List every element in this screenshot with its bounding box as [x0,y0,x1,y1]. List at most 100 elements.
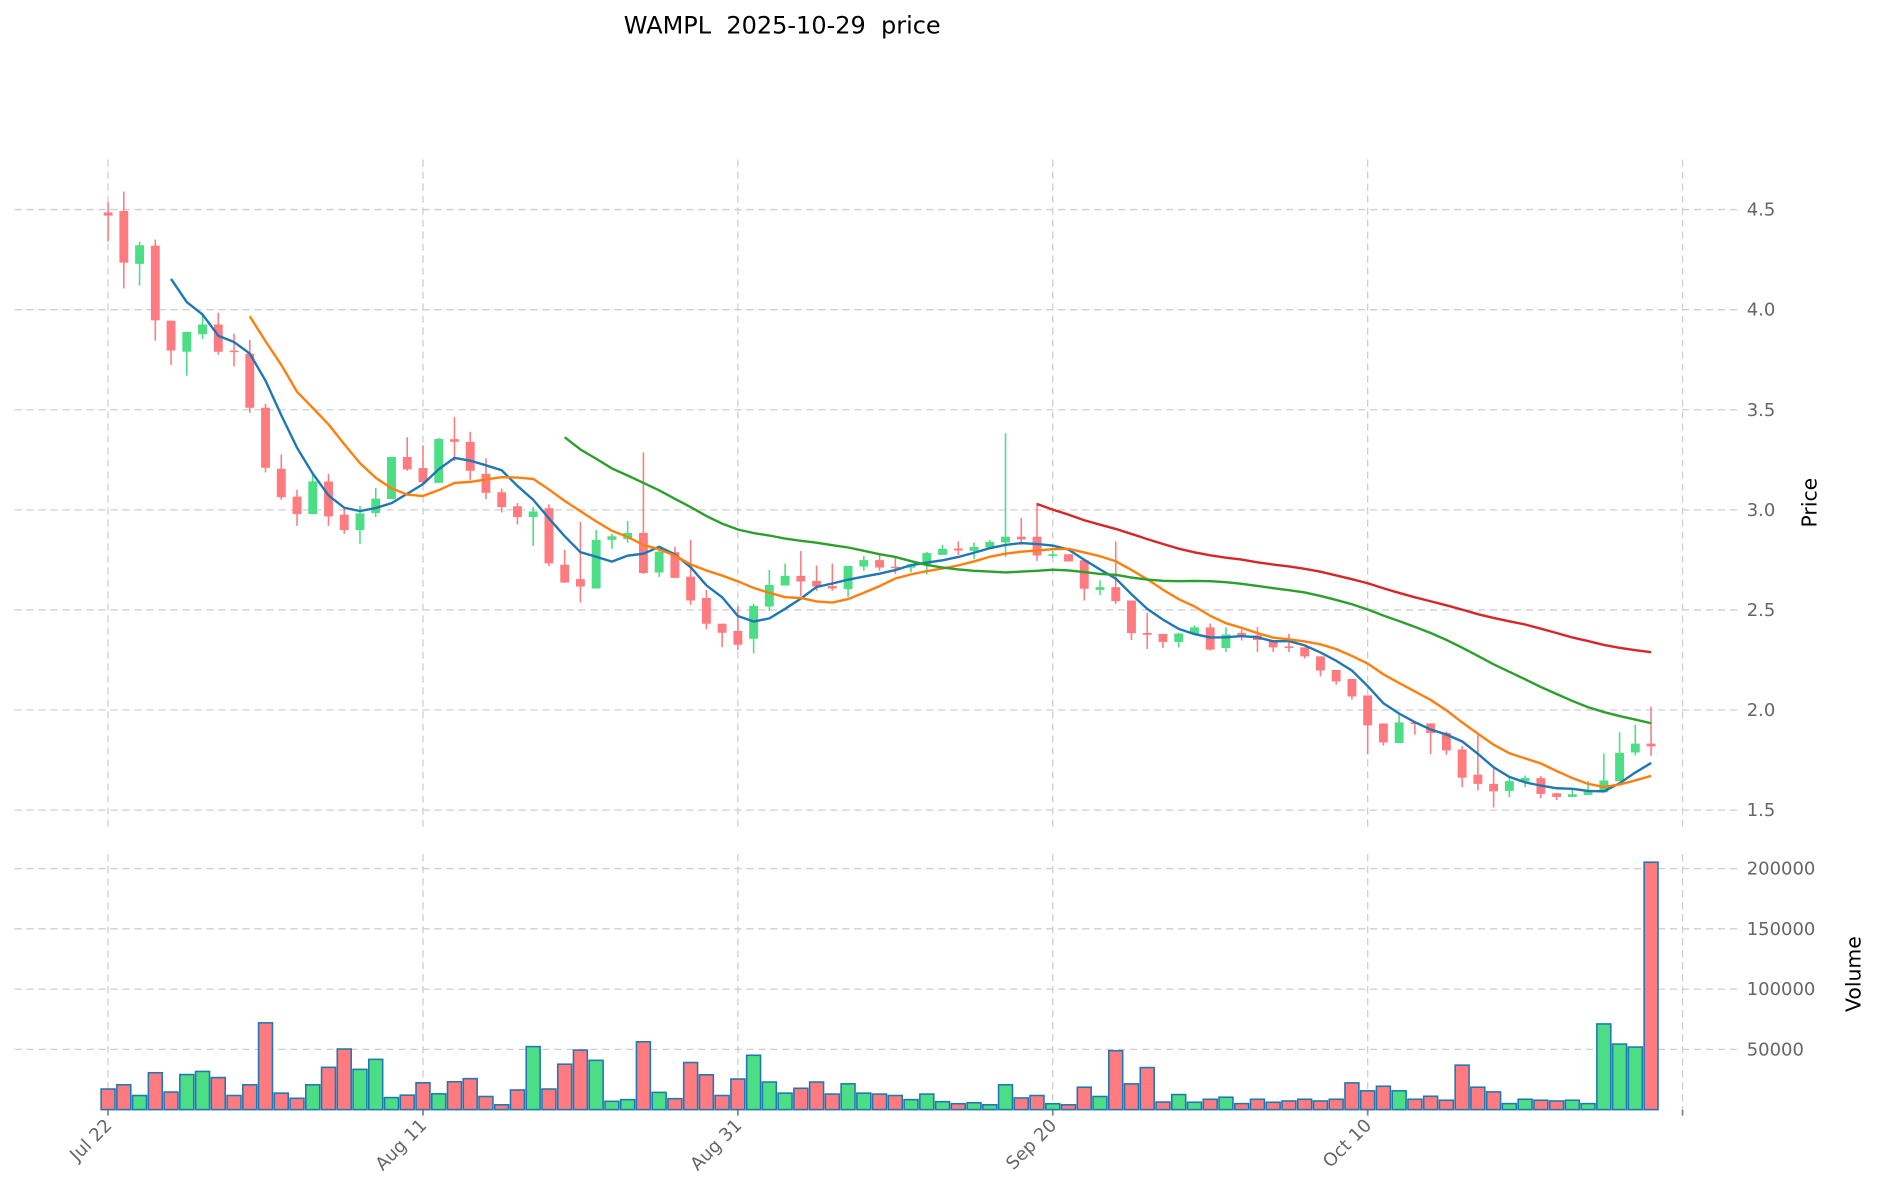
candle-body [796,575,806,582]
volume-bar [1155,1101,1171,1111]
candle-body [481,473,491,493]
volume-bar [242,1084,258,1111]
candle-body [1048,554,1058,556]
candle-body [560,564,570,583]
candle [339,509,349,534]
price-tick-label: 4.5 [1747,200,1776,221]
candle-body [859,560,869,567]
candle [1347,678,1357,700]
candle-body [1079,560,1089,589]
candle [701,589,711,630]
candle [198,312,207,340]
volume-bar [1485,1091,1502,1111]
volume-bar [509,1089,526,1111]
candle [843,565,853,597]
price-tick-label: 1.5 [1747,800,1776,821]
volume-bar [352,1068,368,1111]
candle-body [1001,536,1010,543]
volume-bar [1580,1102,1596,1111]
volume-bar [1139,1066,1155,1111]
price-tick-label: 4.0 [1747,300,1776,321]
candle [1174,632,1184,648]
candle [1158,633,1168,648]
candle-body [1032,536,1042,556]
volume-bar [730,1078,746,1111]
candle-body [324,481,333,517]
ma-30-line [563,436,1652,725]
volume-bar [871,1093,888,1111]
candle-body [654,551,664,573]
volume-bar [556,1063,573,1111]
candle-body [953,548,963,551]
candle [953,541,963,555]
volume-tick-label: 200000 [1747,859,1816,880]
candle [875,553,885,571]
candle-body [103,212,113,216]
volume-bar [131,1094,148,1111]
candle [1331,669,1341,685]
x-tick-label: Aug 11 [371,1115,431,1175]
candle [276,454,286,500]
candle [1315,656,1325,677]
candle-body [1095,587,1105,590]
price-tick-label: 2.0 [1747,700,1776,721]
candle-body [1016,536,1026,540]
volume-bar [1533,1099,1549,1111]
volume-bar [305,1084,321,1111]
candle-body [418,468,428,483]
candle-body [497,492,507,508]
candle [119,191,129,289]
volume-bar [493,1104,510,1111]
volume-bar [1391,1090,1407,1111]
volume-bar [1375,1085,1392,1111]
volume-bar [289,1097,305,1111]
volume-axis-label: Volume [1842,936,1866,1012]
volume-bar [1045,1102,1061,1111]
volume-bar [1438,1099,1455,1111]
candle-body [607,536,617,540]
candle [245,339,255,413]
candle-body [686,576,696,601]
candle-body [150,245,160,321]
candle-body [1378,723,1388,743]
candle [1457,746,1467,788]
candle-body [513,506,522,518]
x-tick-label: Aug 31 [686,1115,746,1175]
candle [796,551,806,596]
volume-bar [1233,1102,1250,1111]
volume-bar [1407,1098,1423,1111]
volume-bar [1328,1098,1344,1111]
candle [150,239,160,341]
candle-body [827,586,837,589]
candle [513,503,522,525]
candle [103,202,113,242]
volume-bar [1548,1100,1565,1111]
candle [418,445,428,484]
candle-body [292,496,302,515]
candle-body [1268,639,1278,648]
candle [780,563,790,586]
price-tick-label: 2.5 [1747,600,1776,621]
candle [638,452,648,574]
volume-bar [1611,1043,1628,1111]
volume-bar [1092,1095,1108,1111]
volume-bar [1296,1098,1313,1111]
volume-bar [604,1100,620,1111]
candle [292,489,302,526]
candle [1221,627,1231,652]
x-tick-label: Sep 20 [1002,1115,1061,1174]
candle [371,487,381,518]
candle-body [276,468,286,498]
candle [670,546,680,578]
volume-bar [226,1094,242,1111]
volume-bar [667,1097,683,1111]
candle [1064,554,1073,562]
volume-bar [982,1104,998,1111]
volume-bar [100,1088,116,1111]
candle-body [1064,554,1073,562]
candle-body [1237,632,1247,636]
volume-bar [635,1040,652,1111]
volume-bar [903,1098,919,1111]
volume-bar [619,1098,636,1111]
volume-bar [1076,1086,1092,1111]
